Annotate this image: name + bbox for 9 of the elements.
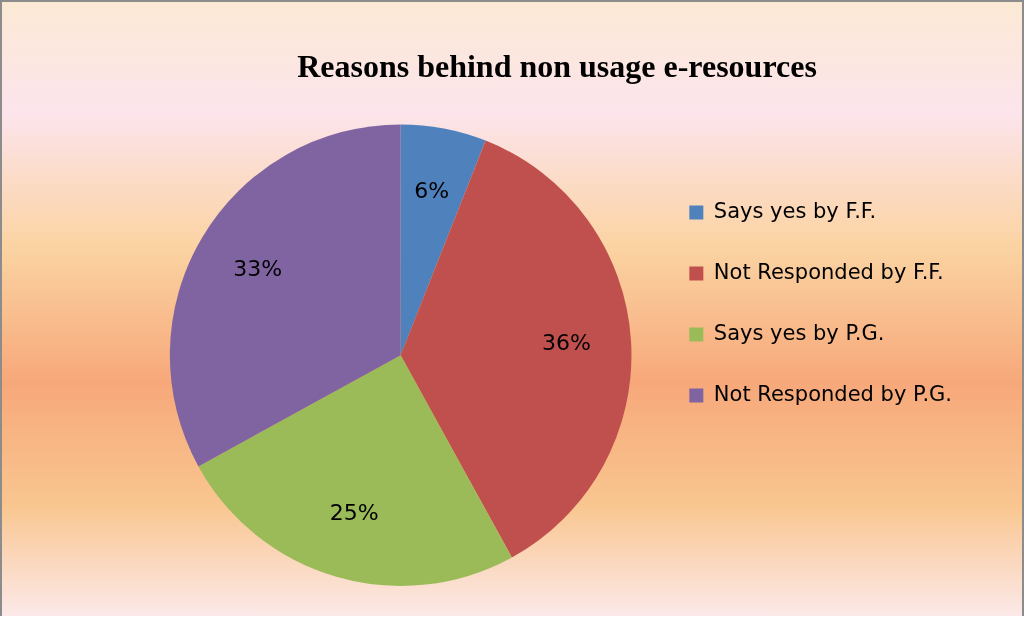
chart-title: Reasons behind non usage e-resources [297, 48, 817, 85]
data-label: 36% [542, 330, 591, 356]
legend-label: Says yes by P.G. [713, 320, 885, 345]
legend-label: Not Responded by F.F. [713, 259, 944, 284]
data-label: 6% [414, 177, 450, 203]
data-label: 25% [329, 500, 379, 526]
legend-label: Says yes by F.F. [713, 198, 877, 223]
data-label: 33% [233, 256, 283, 282]
legend-label: Not Responded by P.G. [713, 381, 952, 406]
